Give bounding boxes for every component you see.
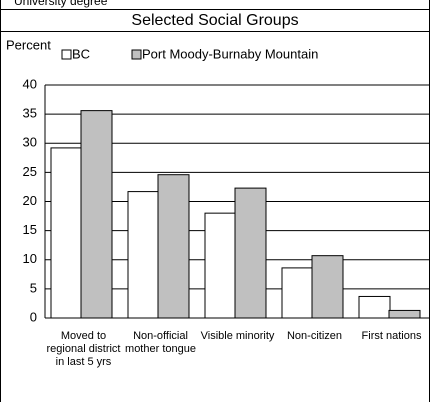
y-label: Percent	[6, 37, 51, 52]
x-tick-label: Visible minority	[200, 330, 275, 342]
bar	[358, 295, 391, 319]
y-tick-label: 0	[30, 309, 37, 324]
bar	[234, 187, 267, 319]
legend-swatch	[61, 49, 72, 60]
bar	[311, 255, 344, 319]
bar	[388, 309, 421, 319]
y-tick-label: 30	[23, 135, 37, 150]
chart-title: Selected Social Groups	[131, 12, 298, 29]
legend-label: BC	[72, 46, 90, 61]
legend-swatch	[131, 49, 142, 60]
x-tick-label: Non-official mother tongue	[125, 330, 196, 355]
y-tick-label: 35	[23, 106, 37, 121]
bar	[50, 147, 83, 319]
y-tick-label: 25	[23, 164, 37, 179]
y-tick-label: 15	[23, 222, 37, 237]
header-text: University degree	[14, 0, 108, 8]
y-tick-label: 40	[23, 76, 37, 91]
x-tick-label: Moved to regional district in last 5 yrs	[46, 330, 121, 368]
legend-label: Port Moody-Burnaby Mountain	[142, 46, 318, 61]
y-tick-label: 20	[23, 193, 37, 208]
y-tick-label: 10	[23, 251, 37, 266]
bar	[80, 110, 113, 319]
bar	[281, 267, 314, 319]
x-tick-label: Non-citizen	[286, 330, 343, 342]
bar	[157, 174, 190, 319]
bar	[127, 191, 160, 319]
bar	[204, 212, 237, 319]
y-tick-label: 5	[30, 280, 37, 295]
x-tick-label: First nations	[361, 330, 422, 342]
